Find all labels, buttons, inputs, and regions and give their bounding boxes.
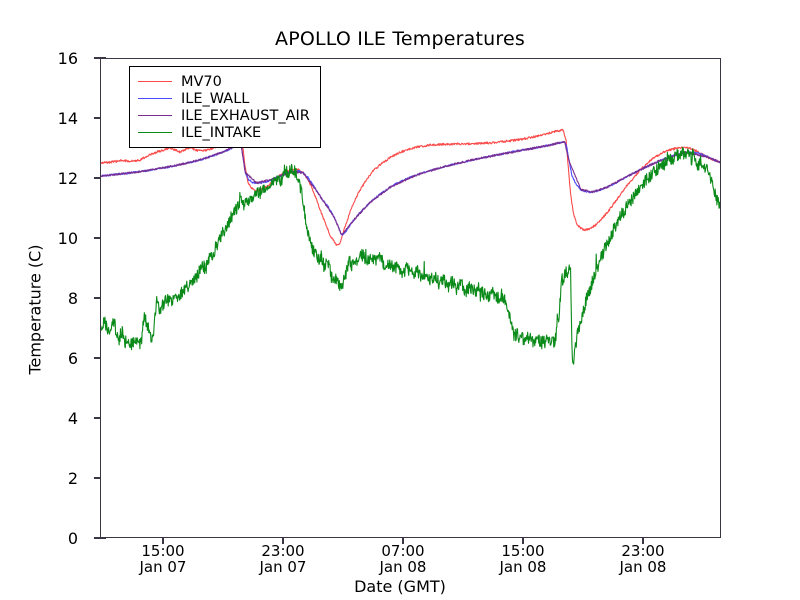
x-tick-time: 15:00 — [501, 542, 545, 560]
series-line-ile-exhaust-air — [101, 141, 720, 234]
series-line-ile-wall — [101, 142, 720, 236]
y-tick-mark — [94, 177, 101, 179]
x-tick-label: 23:00 Jan 08 — [583, 542, 703, 577]
legend-label: ILE_INTAKE — [181, 124, 262, 141]
y-tick-label: 10 — [57, 229, 78, 248]
y-tick-mark — [94, 117, 101, 119]
chart-legend: MV70 ILE_WALL ILE_EXHAUST_AIR ILE_INTAKE — [129, 66, 321, 148]
x-tick-mark — [522, 537, 524, 544]
legend-label: MV70 — [181, 73, 222, 90]
y-tick-mark — [94, 357, 101, 359]
y-axis-label: Temperature (C) — [25, 244, 45, 375]
legend-label: ILE_WALL — [181, 90, 250, 107]
y-tick-label: 6 — [67, 349, 78, 368]
x-tick-label: 07:00 Jan 08 — [343, 542, 463, 577]
x-tick-date: Jan 07 — [259, 558, 307, 577]
series-line-mv70 — [101, 129, 720, 245]
y-tick-mark — [94, 477, 101, 479]
legend-color-swatch — [138, 115, 172, 116]
x-tick-label: 15:00 Jan 07 — [103, 542, 223, 577]
x-tick-time: 07:00 — [381, 542, 425, 560]
x-tick-mark — [402, 537, 404, 544]
y-tick-label: 14 — [57, 109, 78, 128]
y-tick-mark-inner — [100, 57, 106, 59]
series-line-ile-intake — [101, 147, 720, 364]
legend-item[interactable]: ILE_WALL — [138, 90, 310, 107]
x-axis-label: Date (GMT) — [354, 577, 446, 596]
legend-color-swatch — [138, 81, 172, 82]
legend-item[interactable]: ILE_INTAKE — [138, 124, 310, 141]
x-tick-date: Jan 08 — [379, 558, 427, 577]
x-tick-date: Jan 07 — [139, 558, 187, 577]
y-tick-label: 0 — [67, 529, 78, 548]
legend-label: ILE_EXHAUST_AIR — [181, 107, 310, 124]
x-tick-time: 23:00 — [621, 542, 665, 560]
x-tick-label: 15:00 Jan 08 — [463, 542, 583, 577]
chart-title: APOLLO ILE Temperatures — [275, 28, 525, 50]
x-tick-time: 15:00 — [141, 542, 185, 560]
y-tick-mark — [94, 417, 101, 419]
legend-item[interactable]: ILE_EXHAUST_AIR — [138, 107, 310, 124]
x-tick-mark — [642, 537, 644, 544]
x-tick-label: 23:00 Jan 07 — [223, 542, 343, 577]
legend-item[interactable]: MV70 — [138, 73, 310, 90]
y-tick-label: 4 — [67, 409, 78, 428]
x-tick-time: 23:00 — [261, 542, 305, 560]
y-tick-mark — [94, 237, 101, 239]
data-series-layer — [101, 59, 720, 537]
legend-color-swatch — [138, 98, 172, 99]
x-tick-date: Jan 08 — [499, 558, 547, 577]
y-tick-label: 2 — [67, 469, 78, 488]
x-tick-date: Jan 08 — [619, 558, 667, 577]
x-tick-mark — [162, 537, 164, 544]
y-tick-label: 8 — [67, 289, 78, 308]
x-tick-mark — [282, 537, 284, 544]
y-tick-mark — [94, 537, 101, 539]
y-tick-label: 12 — [57, 169, 78, 188]
y-tick-label: 16 — [57, 49, 78, 68]
y-tick-mark — [94, 57, 101, 59]
y-tick-mark — [94, 297, 101, 299]
legend-color-swatch — [138, 132, 172, 133]
plot-area: MV70 ILE_WALL ILE_EXHAUST_AIR ILE_INTAKE — [100, 58, 721, 538]
